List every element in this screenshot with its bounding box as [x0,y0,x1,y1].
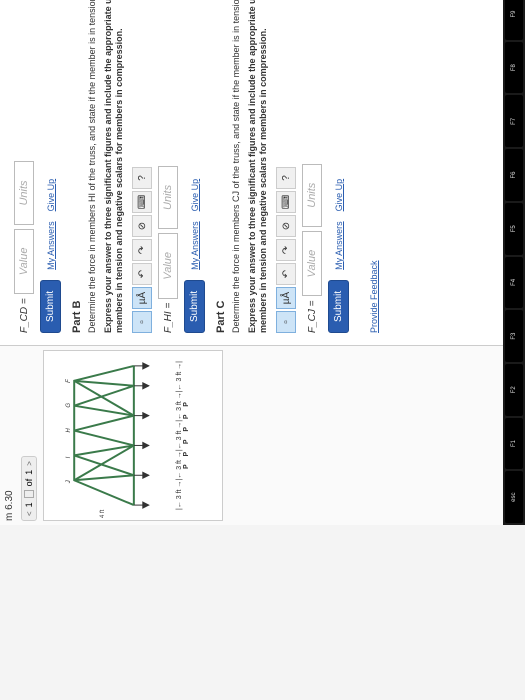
fcd-value-input[interactable]: Value [14,229,34,295]
fcj-units-input[interactable]: Units [302,164,322,227]
prev-icon[interactable]: < [25,511,34,516]
submit-button-c[interactable]: Submit [328,280,349,333]
fhi-units-input[interactable]: Units [158,166,178,229]
toolbar-b: ▫ µÅ ↶ ↷ ⊘ ⌨ ? [132,0,152,333]
submit-button-a[interactable]: Submit [40,280,61,333]
fcj-value-input[interactable]: Value [302,231,322,297]
undo-icon[interactable]: ↶ [132,263,152,285]
svg-text:H: H [66,428,72,433]
reset-icon-c[interactable]: ⊘ [276,215,296,237]
fcd-label: F_CD = [19,298,30,333]
tool-template-icon-c[interactable]: ▫ [276,311,296,333]
my-answers-link-c[interactable]: My Answers [334,221,344,270]
load-row: P P P P P P [183,351,190,520]
my-answers-link-a[interactable]: My Answers [46,221,56,270]
submit-button-b[interactable]: Submit [184,280,205,333]
pager-of: of [24,479,34,487]
laptop-keyboard: escF1F2F3F4F5F6F7F8F9F10F11F12 [503,0,525,525]
keyboard-icon[interactable]: ⌨ [132,191,152,213]
pager: < 1 of 1 > [21,456,37,521]
partc-instr: Express your answer to three significant… [247,0,270,333]
partc-title: Part C [215,0,227,333]
my-answers-link-b[interactable]: My Answers [190,221,200,270]
partb-instr: Express your answer to three significant… [103,0,126,333]
feedback-link[interactable]: Provide Feedback [369,260,379,333]
tool-template-icon[interactable]: ▫ [132,311,152,333]
giveup-link-c[interactable]: Give Up [334,179,344,212]
giveup-link-a[interactable]: Give Up [46,179,56,212]
svg-text:J: J [66,479,72,484]
dim-row: |← 3 ft →|← 3 ft →|← 3 ft →|← 3 ft →|← 3… [176,351,183,520]
help-icon-c[interactable]: ? [276,167,296,189]
pager-total: 1 [24,470,34,475]
svg-text:I: I [66,456,72,458]
svg-text:F: F [66,379,72,383]
fhi-label: F_HI = [163,303,174,333]
fcd-units-input[interactable]: Units [14,161,34,224]
help-icon[interactable]: ? [132,167,152,189]
fcj-label: F_CJ = [307,300,318,333]
reset-icon[interactable]: ⊘ [132,215,152,237]
truss-diagram: J I H G F 4 ft |← 3 ft →|← 3 ft →|← 3 ft →|←… [43,350,223,521]
toolbar-c: ▫ µÅ ↶ ↷ ⊘ ⌨ ? [276,0,296,333]
fhi-value-input[interactable]: Value [158,233,178,299]
pager-stepper[interactable] [24,490,34,498]
giveup-link-b[interactable]: Give Up [190,179,200,212]
next-icon[interactable]: > [25,461,34,466]
svg-text:4 ft: 4 ft [100,509,106,518]
problem-ref: m 6.30 [4,350,15,521]
keyboard-icon-c[interactable]: ⌨ [276,191,296,213]
partb-title: Part B [71,0,83,333]
tool-symbols-icon[interactable]: µÅ [132,287,152,309]
undo-icon-c[interactable]: ↶ [276,263,296,285]
partc-desc: Determine the force in members CJ of the… [231,0,243,333]
pager-current: 1 [24,502,34,507]
redo-icon-c[interactable]: ↷ [276,239,296,261]
svg-text:G: G [66,403,72,408]
redo-icon[interactable]: ↷ [132,239,152,261]
partb-desc: Determine the force in members HI of the… [87,0,99,333]
tool-symbols-icon-c[interactable]: µÅ [276,287,296,309]
